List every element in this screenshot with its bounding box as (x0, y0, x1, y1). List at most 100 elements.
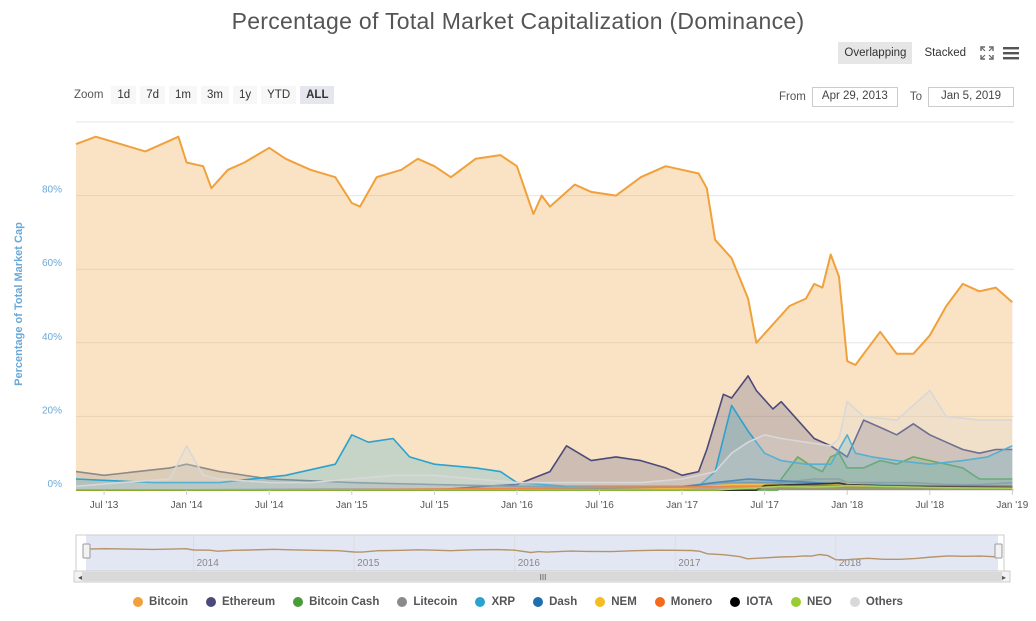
x-tick-label: Jul '18 (915, 500, 944, 511)
legend-dot-icon (849, 597, 860, 607)
series-area-litecoin (76, 464, 1013, 490)
x-tick-label: Jan '19 (996, 500, 1028, 511)
series-areas (75, 135, 1013, 491)
legend-item-dash[interactable]: Dash (533, 596, 577, 608)
from-date-input[interactable]: Apr 29, 2013 (811, 87, 898, 107)
navigator-selection[interactable] (86, 535, 998, 571)
navigator-year-label: 2017 (678, 558, 701, 569)
y-tick-label: 20% (42, 405, 62, 416)
x-tick-label: Jan '18 (831, 500, 863, 511)
series-area-iota (76, 483, 1013, 490)
series-line-ethereum[interactable] (76, 375, 1013, 491)
navigator-series-line (85, 547, 997, 561)
navigator: 2014 2015 2016 2017 2018 ◂ ▸ III (73, 534, 1011, 583)
legend-label: Monero (670, 596, 713, 608)
y-tick-label: 0% (48, 479, 63, 490)
navigator-right-handle[interactable] (994, 543, 1003, 559)
overlapping-button[interactable]: Overlapping (838, 42, 913, 64)
fullscreen-icon-graphic (980, 46, 994, 60)
view-mode-toggle: Overlapping Stacked (838, 42, 1020, 64)
legend-dot-icon (730, 597, 741, 607)
legend-dot-icon (595, 597, 606, 607)
navigator-year-label: 2014 (197, 558, 220, 569)
zoom-ytd-button[interactable]: YTD (261, 86, 297, 104)
legend-label: Bitcoin (149, 596, 189, 608)
legend-label: Litecoin (413, 596, 458, 608)
navigator-year-label: 2018 (839, 558, 862, 569)
series-line-neo[interactable] (76, 484, 1013, 491)
x-tick-label: Jan '17 (666, 500, 698, 511)
date-range: From Apr 29, 2013 To Jan 5, 2019 (779, 87, 1014, 107)
legend-dot-icon (790, 597, 801, 607)
stacked-button[interactable]: Stacked (924, 47, 966, 59)
legend-item-bitcoin[interactable]: Bitcoin (133, 596, 188, 608)
navigator-year-label: 2016 (518, 558, 541, 569)
series-area-others (76, 390, 1013, 490)
x-tick-label: Jul '15 (420, 500, 449, 511)
legend-dot-icon (654, 597, 665, 607)
from-label: From (779, 91, 806, 103)
x-tick-label: Jan '15 (336, 500, 368, 511)
legend-item-xrp[interactable]: XRP (475, 596, 515, 608)
scroll-right-arrow[interactable]: ▸ (1002, 573, 1006, 582)
legend-dot-icon (475, 597, 486, 607)
series-line-bitcoin[interactable] (75, 135, 1013, 366)
legend-item-bitcoin-cash[interactable]: Bitcoin Cash (293, 596, 379, 608)
zoom-1y-button[interactable]: 1y (232, 86, 258, 104)
series-line-others[interactable] (75, 389, 1013, 488)
legend-dot-icon (397, 597, 408, 607)
navigator-scrollbar-thumb[interactable] (82, 572, 1002, 581)
to-date-input[interactable]: Jan 5, 2019 (928, 87, 1014, 107)
legend-item-neo[interactable]: NEO (790, 596, 832, 608)
zoom-1m-button[interactable]: 1m (169, 86, 197, 104)
x-tick-label: Jan '16 (501, 500, 533, 511)
legend-item-ethereum[interactable]: Ethereum (206, 596, 275, 608)
x-tick-label: Jul '14 (255, 500, 284, 511)
legend-label: Dash (549, 596, 578, 608)
legend-label: Ethereum (222, 596, 276, 608)
legend-dot-icon (533, 597, 544, 607)
navigator-left-handle[interactable] (82, 543, 91, 559)
legend-dot-icon (293, 597, 304, 607)
menu-icon[interactable] (1002, 44, 1020, 62)
zoom-bar: Zoom 1d 7d 1m 3m 1y YTD ALL (74, 86, 335, 104)
menu-icon-graphic (1003, 47, 1019, 60)
to-label: To (909, 91, 922, 103)
legend-label: Bitcoin Cash (309, 596, 380, 608)
zoom-all-button[interactable]: ALL (300, 86, 335, 104)
legend-item-nem[interactable]: NEM (595, 596, 637, 608)
y-tick-label: 80% (42, 185, 62, 196)
series-area-bitcoin (76, 136, 1013, 490)
legend-label: NEM (611, 596, 637, 608)
zoom-3m-button[interactable]: 3m (200, 86, 229, 104)
y-axis-ticks: 0% 20% 40% 60% 80% (42, 185, 62, 490)
zoom-7d-button[interactable]: 7d (140, 86, 165, 104)
zoom-1d-button[interactable]: 1d (111, 86, 137, 104)
legend-item-others[interactable]: Others (849, 596, 903, 608)
series-line-bitcoin-cash[interactable] (76, 452, 1013, 491)
fullscreen-icon[interactable] (978, 44, 996, 62)
y-tick-label: 40% (42, 332, 62, 343)
legend-item-monero[interactable]: Monero (654, 596, 713, 608)
chart-legend: Bitcoin Ethereum Bitcoin Cash Litecoin XRP Da… (0, 596, 1036, 608)
y-tick-label: 60% (42, 258, 62, 269)
zoom-label: Zoom (74, 89, 104, 101)
x-tick-label: Jan '14 (171, 500, 203, 511)
x-tick-label: Jul '16 (585, 500, 614, 511)
legend-label: Others (865, 596, 903, 608)
navigator-year-lines: 2014 2015 2016 2017 2018 (193, 535, 862, 571)
dominance-chart: 0% 20% 40% 60% 80% Jul '13 Jan '14 Jul '14 Jan … (13, 121, 1029, 583)
scrollbar-grip: III (540, 573, 547, 582)
y-axis-label: Percentage of Total Market Cap (13, 222, 25, 386)
x-tick-label: Jul '17 (750, 500, 779, 511)
x-axis-ticks: Jul '13 Jan '14 Jul '14 Jan '15 Jul '15 Jan '… (90, 490, 1029, 511)
x-tick-label: Jul '13 (90, 500, 119, 511)
legend-item-litecoin[interactable]: Litecoin (397, 596, 457, 608)
legend-dot-icon (133, 597, 144, 607)
legend-label: XRP (491, 596, 516, 608)
chart-title: Percentage of Total Market Capitalizatio… (231, 8, 805, 34)
legend-label: IOTA (746, 596, 773, 608)
series-area-xrp (76, 405, 1013, 490)
scroll-left-arrow[interactable]: ◂ (78, 573, 82, 582)
legend-item-iota[interactable]: IOTA (730, 596, 773, 608)
